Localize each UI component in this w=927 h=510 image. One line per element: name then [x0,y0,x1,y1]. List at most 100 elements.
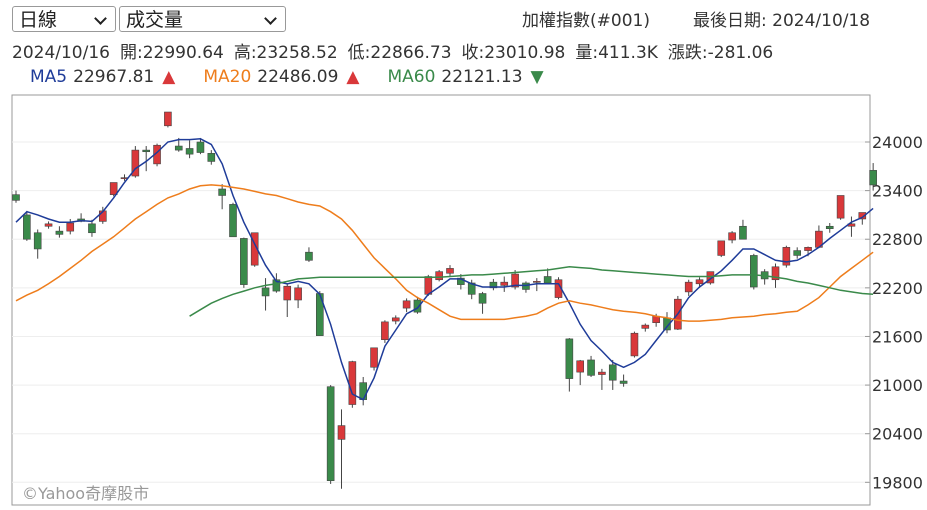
info-item: 低:22866.73 [348,43,452,63]
candle-body [272,279,281,292]
info-item: 開:22990.64 [120,43,224,63]
info-item: 2024/10/16 [12,43,110,63]
candle-body [858,212,867,220]
candle-body [804,247,812,251]
candle-body [207,153,216,162]
last-date: 最後日期: 2024/10/18 [693,11,870,31]
info-item: 量:411.3K [575,43,658,63]
candle-body [522,282,530,290]
candle-body [869,170,877,186]
candle-body [142,149,150,153]
legend-trend: ▲ [162,67,176,87]
candle-body [23,214,31,240]
plot-frame [11,94,871,506]
candle-body [739,225,747,240]
y-tick-label: 22800 [872,230,923,249]
candle-body [684,281,693,293]
candle-body [836,195,845,219]
candle-body [359,382,368,400]
candle-body [793,250,802,256]
ma-line [189,266,874,317]
candle-body [348,361,357,405]
candle-body [99,210,107,222]
legend-name: MA5 [30,67,67,87]
candle-body [381,321,389,341]
info-item: 漲跌:-281.06 [668,43,773,63]
candle-body [391,317,400,322]
candle-body [587,359,595,376]
candle-body [153,144,161,165]
legend-value: 22121.13 [441,67,522,87]
candle-body [402,300,411,309]
candle-body [283,285,292,301]
candle-body [630,332,639,357]
period-select[interactable]: 日線 [12,6,116,32]
candle-body [326,386,335,481]
candle-body [294,287,302,301]
ma-line [15,138,874,401]
legend-name: MA60 [387,67,435,87]
legend-name: MA20 [203,67,251,87]
candle-body [120,177,129,179]
candle-body [185,148,194,155]
y-tick-label: 22200 [872,279,923,298]
candle-body [511,273,519,288]
candle-body [109,182,118,195]
candle-body [467,282,476,295]
y-tick-label: 19800 [872,473,923,492]
candle-body [33,232,42,250]
candle-body [315,293,324,336]
legend-trend: ▲ [346,67,360,87]
candle-body [760,271,769,280]
y-tick-label: 24000 [872,133,923,152]
y-tick-label: 21600 [872,327,923,346]
candle-body [261,287,270,297]
candle-body [413,299,422,313]
candle-body [847,223,856,227]
candle-body [641,324,650,329]
candle-body [457,277,465,285]
candle-body [500,281,509,286]
candle-body [565,338,574,379]
candle-body [717,240,726,256]
candle-body [619,380,628,384]
candle-body [218,188,226,196]
candle-body [782,247,791,266]
candle-body [543,276,552,284]
indicator-select[interactable]: 成交量 [119,6,286,32]
candle-body [44,223,53,227]
candle-body [532,281,541,283]
candle-body [435,271,443,281]
candle-body [196,141,205,153]
candle-body [77,218,85,222]
candle-body [815,230,823,248]
candle-body [229,204,237,238]
candle-body [652,315,660,323]
candle-body [424,276,433,295]
candle-body [337,425,346,440]
candle-body [663,317,671,331]
candle-body [674,298,682,330]
candle-body [66,222,75,232]
candle-body [250,232,259,266]
info-item: 高:23258.52 [234,43,338,63]
watermark: ©Yahoo奇摩股市 [22,484,149,503]
candle-body [576,360,585,373]
candle-body [478,293,487,304]
symbol: 加權指數(#001) [522,11,650,31]
y-tick-label: 21000 [872,376,923,395]
candle-body [240,238,248,285]
y-tick-label: 23400 [872,182,923,201]
candle-body [12,194,20,201]
candle-body [174,145,183,151]
legend-value: 22486.09 [257,67,338,87]
candle-body [706,271,715,284]
candle-body [370,347,378,368]
candle-body [749,255,758,288]
candle-body [728,232,736,241]
candle-body [164,111,172,127]
candle-body [55,230,64,235]
candle-body [131,149,140,177]
